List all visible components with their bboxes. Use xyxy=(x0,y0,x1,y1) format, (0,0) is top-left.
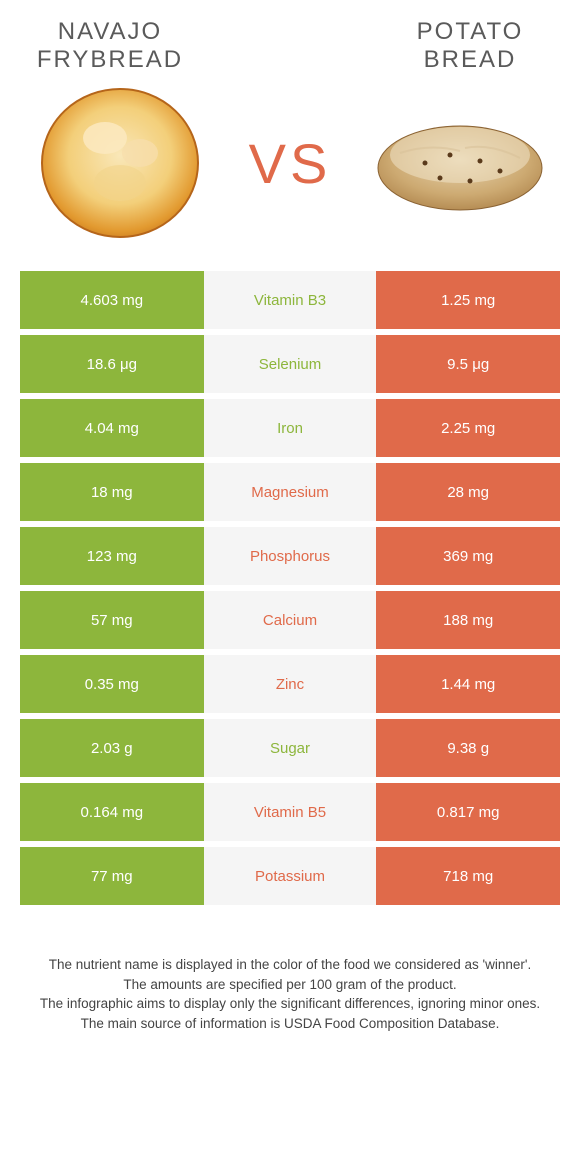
food-right-image xyxy=(370,83,550,243)
food-left-title: NAVAJO FRYBREAD xyxy=(20,18,200,73)
food-right-title: POTATO BREAD xyxy=(380,18,560,73)
value-left: 18.6 μg xyxy=(20,335,204,393)
footer-notes: The nutrient name is displayed in the co… xyxy=(20,955,560,1033)
nutrient-name: Vitamin B5 xyxy=(204,783,377,841)
footer-line-2: The amounts are specified per 100 gram o… xyxy=(28,975,552,995)
footer-line-3: The infographic aims to display only the… xyxy=(28,994,552,1014)
value-left: 0.164 mg xyxy=(20,783,204,841)
value-right: 0.817 mg xyxy=(376,783,560,841)
nutrient-name: Potassium xyxy=(204,847,377,905)
nutrient-name: Zinc xyxy=(204,655,377,713)
nutrient-name: Magnesium xyxy=(204,463,377,521)
nutrient-row: 0.164 mgVitamin B50.817 mg xyxy=(20,783,560,841)
nutrient-row: 4.04 mgIron2.25 mg xyxy=(20,399,560,457)
value-left: 57 mg xyxy=(20,591,204,649)
value-right: 9.38 g xyxy=(376,719,560,777)
nutrient-row: 2.03 gSugar9.38 g xyxy=(20,719,560,777)
nutrient-row: 18.6 μgSelenium9.5 μg xyxy=(20,335,560,393)
nutrient-row: 77 mgPotassium718 mg xyxy=(20,847,560,905)
nutrient-row: 4.603 mgVitamin B31.25 mg xyxy=(20,271,560,329)
nutrient-name: Iron xyxy=(204,399,377,457)
value-left: 4.04 mg xyxy=(20,399,204,457)
nutrient-name: Sugar xyxy=(204,719,377,777)
value-left: 2.03 g xyxy=(20,719,204,777)
header-titles: NAVAJO FRYBREAD POTATO BREAD xyxy=(20,18,560,73)
value-left: 18 mg xyxy=(20,463,204,521)
value-right: 9.5 μg xyxy=(376,335,560,393)
value-left: 77 mg xyxy=(20,847,204,905)
footer-line-4: The main source of information is USDA F… xyxy=(28,1014,552,1034)
nutrient-row: 18 mgMagnesium28 mg xyxy=(20,463,560,521)
value-right: 718 mg xyxy=(376,847,560,905)
nutrient-name: Selenium xyxy=(204,335,377,393)
value-right: 28 mg xyxy=(376,463,560,521)
nutrient-row: 0.35 mgZinc1.44 mg xyxy=(20,655,560,713)
nutrient-table: 4.603 mgVitamin B31.25 mg 18.6 μgSelenium… xyxy=(20,271,560,905)
footer-line-1: The nutrient name is displayed in the co… xyxy=(28,955,552,975)
nutrient-name: Phosphorus xyxy=(204,527,377,585)
value-left: 0.35 mg xyxy=(20,655,204,713)
food-left-image xyxy=(30,83,210,243)
vs-label: VS xyxy=(249,131,332,196)
value-left: 4.603 mg xyxy=(20,271,204,329)
value-left: 123 mg xyxy=(20,527,204,585)
value-right: 2.25 mg xyxy=(376,399,560,457)
value-right: 1.25 mg xyxy=(376,271,560,329)
nutrient-row: 123 mgPhosphorus369 mg xyxy=(20,527,560,585)
value-right: 369 mg xyxy=(376,527,560,585)
value-right: 1.44 mg xyxy=(376,655,560,713)
nutrient-row: 57 mgCalcium188 mg xyxy=(20,591,560,649)
value-right: 188 mg xyxy=(376,591,560,649)
images-row: VS xyxy=(20,83,560,243)
nutrient-name: Calcium xyxy=(204,591,377,649)
nutrient-name: Vitamin B3 xyxy=(204,271,377,329)
